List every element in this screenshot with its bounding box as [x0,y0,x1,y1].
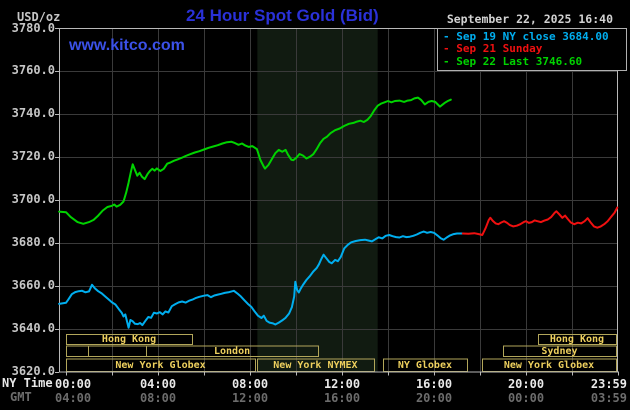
y-axis-label: 3640.0 [11,321,55,336]
x-axis-label-ny: 16:00 [415,376,453,391]
session-label-new-york-nymex: New York NYMEX [273,359,358,371]
y-axis-label: 3780.0 [11,20,55,35]
session-box-unlabeled [88,345,147,357]
session-box-london [146,345,319,357]
price-line-sep21-sunday [461,206,619,236]
session-box-unlabeled [66,345,89,357]
price-line-sep22-last [58,96,452,225]
x-axis-label-ny: 08:00 [231,376,269,391]
y-axis-label: 3700.0 [11,192,55,207]
x-axis-label-gmt: 12:00 [231,390,269,405]
session-label-london: London [213,345,251,357]
ny-time-axis-caption: NY Time [2,376,53,390]
x-axis-label-gmt: 03:59 [590,390,627,405]
chart-title: 24 Hour Spot Gold (Bid) [186,6,379,25]
session-label-sydney: Sydney [541,345,578,357]
x-axis-label-ny: 12:00 [323,376,361,391]
kitco-watermark: www.kitco.com [69,37,185,54]
legend-box: - Sep 19 NY close 3684.00- Sep 21 Sunday… [437,28,627,71]
units-label: USD/oz [17,10,61,24]
gmt-axis-caption: GMT [10,390,32,404]
x-axis-label-gmt: 16:00 [323,390,361,405]
datetime-label: September 22, 2025 16:40 [446,12,613,26]
x-axis-label-gmt: 20:00 [415,390,453,405]
y-axis-label: 3620.0 [11,364,55,378]
y-axis-label: 3760.0 [11,63,55,78]
y-axis-label: 3660.0 [11,278,55,293]
legend-item-sep19-ny-close: - Sep 19 NY close 3684.00 [443,29,609,43]
session-box-hong-kong [66,334,193,345]
session-label-new-york-globex: New York Globex [503,359,595,371]
plot-border [59,28,618,373]
x-axis-label-gmt: 04:00 [55,390,92,405]
x-axis-label-ny: 20:00 [507,376,545,391]
x-axis-label-ny: 04:00 [139,376,177,391]
session-box-sydney [503,345,617,357]
session-label-hong-kong: Hong Kong [549,334,605,345]
legend-item-sep21-sunday: - Sep 21 Sunday [443,42,543,56]
price-line-sep19-ny-close [58,230,464,329]
x-axis-label-gmt: 08:00 [139,390,177,405]
x-axis-label-ny: 23:59 [590,376,627,391]
y-axis-label: 3740.0 [11,106,55,121]
y-axis-label: 3680.0 [11,235,55,250]
legend-item-sep22-last: - Sep 22 Last 3746.60 [443,54,583,68]
x-axis-label-ny: 00:00 [55,376,92,391]
x-axis-label-gmt: 00:00 [507,390,545,405]
session-label-new-york-globex: New York Globex [115,359,206,371]
session-box-hong-kong [538,334,617,345]
session-label-ny-globex: NY Globex [397,359,452,371]
session-label-hong-kong: Hong Kong [101,334,157,345]
y-axis-label: 3720.0 [11,149,55,164]
